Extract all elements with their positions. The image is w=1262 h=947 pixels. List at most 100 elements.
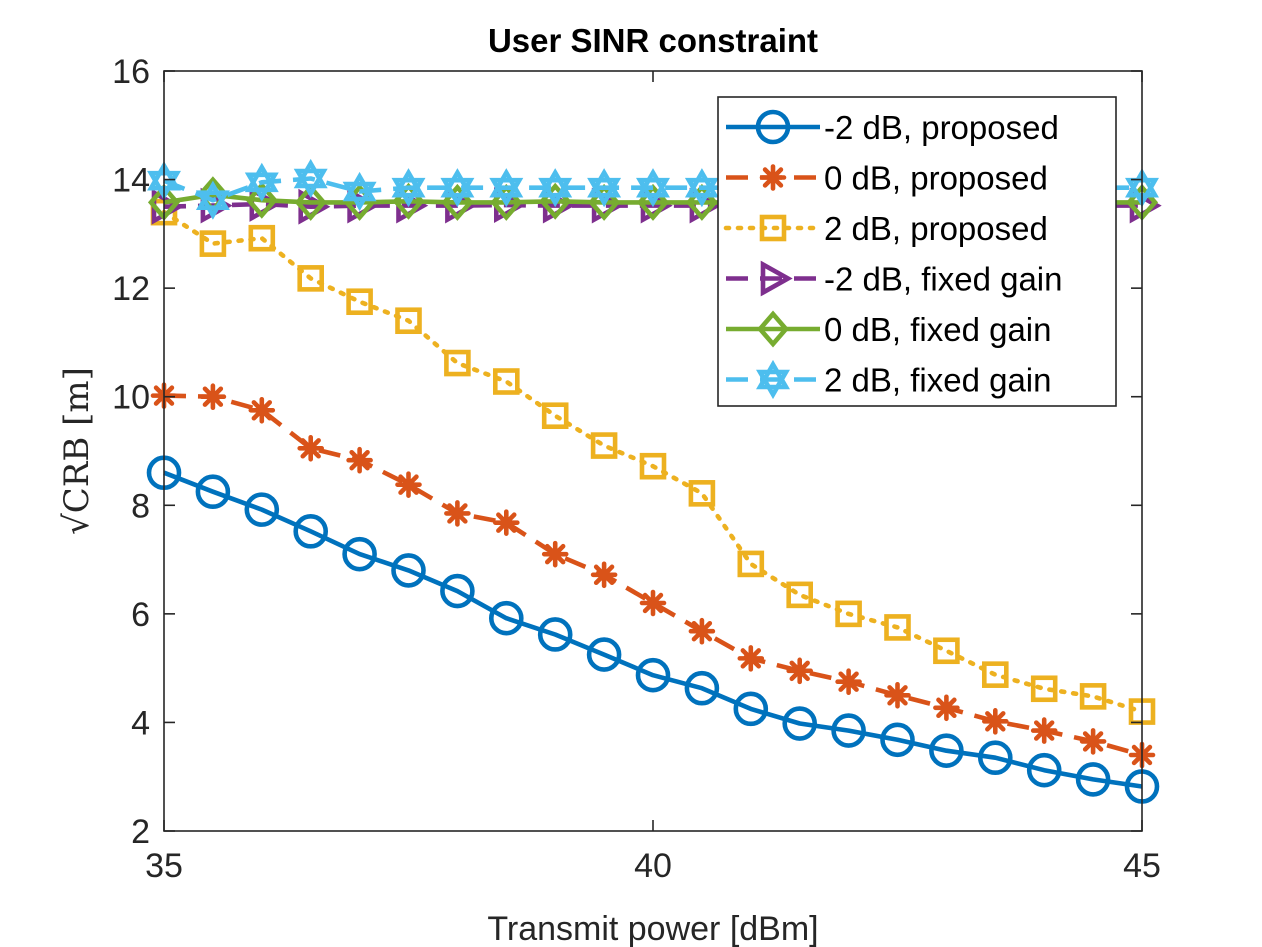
series-6-point-5-up (342, 171, 377, 202)
series-3-point-9 (541, 402, 569, 430)
legend-entry-1-marker (755, 109, 791, 145)
series-3-point-13 (737, 550, 765, 578)
series-1-point-9 (537, 617, 573, 652)
series-1-point-15 (831, 713, 866, 748)
series-2-point-5 (346, 446, 373, 474)
series-2-line (163, 393, 1143, 758)
series-6-point-2 (195, 180, 230, 220)
legend-entry-4-marker (760, 260, 793, 297)
series-1-point-12 (684, 670, 720, 706)
series-2-point-11 (639, 589, 667, 617)
series-2-point-20 (1079, 728, 1107, 755)
legend-entry-3-label: 2 dB, proposed (824, 210, 1048, 247)
series-3-point-14 (786, 581, 814, 609)
series-3-point-16 (884, 614, 911, 641)
series-1-point-11 (635, 657, 671, 693)
ticks-layer: 2 4 6 8 10 12 14 16 35 40 45 (112, 53, 1161, 885)
series-6-point-3-down (244, 172, 279, 202)
series-2-point-13 (737, 645, 765, 672)
y-tick-label-4: 4 (131, 704, 150, 742)
series-6-point-12 (684, 168, 719, 208)
chart-title: User SINR constraint (488, 22, 818, 59)
legend-entry-3: 2 dB, proposed (723, 210, 1048, 247)
series-6-point-3-up (244, 162, 279, 193)
series-3-point-15 (835, 600, 862, 628)
series-6-point-10 (587, 168, 622, 208)
legend-entry-4-label: -2 dB, fixed gain (824, 261, 1062, 298)
legend-entry-6: 2 dB, fixed gain (726, 359, 1052, 400)
series-5-point-4 (294, 183, 327, 221)
series-6-point-11-up (636, 168, 670, 198)
series-3-point-18 (981, 661, 1009, 688)
series-2-point-19 (1030, 717, 1058, 744)
series-3-line (161, 209, 1145, 714)
y-axis-label: √CRB [m] (57, 367, 97, 535)
legend-entry-4: -2 dB, fixed gain (726, 261, 1062, 298)
series-3-point-19 (1030, 675, 1058, 703)
series-6-point-8 (489, 168, 524, 208)
legend-entry-2-marker (759, 164, 787, 191)
legend-entry-5: 0 dB, fixed gain (726, 310, 1052, 348)
series-6-point-10-up (587, 168, 622, 198)
series-6-point-11 (636, 168, 670, 208)
y-tick-label-12: 12 (112, 270, 150, 308)
series-2-point-6 (395, 471, 422, 498)
legend-entry-6-marker-down (756, 369, 790, 400)
y-tick-label-8: 8 (131, 487, 150, 525)
series-2-point-12 (688, 617, 716, 645)
series-3-point-12 (688, 480, 716, 507)
legend: -2 dB, proposed 0 dB, proposed 2 dB, propo… (717, 96, 1117, 407)
legend-box (717, 96, 1117, 407)
series-6-point-8-down (489, 177, 524, 208)
legend-entry-6-marker (756, 359, 790, 400)
series-2-point-8 (493, 509, 520, 536)
series-3-point-10 (590, 432, 618, 459)
series-6-point-5 (342, 171, 377, 212)
series-6-point-9-down (538, 177, 573, 208)
series-3 (150, 198, 1156, 725)
series-6-point-6 (391, 168, 426, 208)
series-6-point-9-up (538, 168, 573, 198)
x-tick-label-35: 35 (145, 847, 183, 885)
y-tick-label-16: 16 (112, 53, 150, 91)
series-1-point-3 (244, 492, 280, 527)
series-2-point-7 (444, 500, 471, 527)
series-6-point-12-down (684, 177, 719, 208)
series-6-point-6-up (391, 168, 426, 198)
y-tick-label-14: 14 (112, 162, 150, 200)
legend-entry-1-label: -2 dB, proposed (824, 109, 1059, 146)
series-3-point-5 (346, 288, 373, 316)
series-2-point-14 (786, 657, 813, 685)
series-6-point-10-down (587, 177, 622, 208)
series-1-point-5 (342, 536, 377, 572)
y-tick-label-2: 2 (131, 813, 150, 851)
series-1-point-6 (391, 553, 426, 588)
x-axis-label: Transmit power [dBm] (487, 910, 818, 947)
legend-entry-1: -2 dB, proposed (726, 109, 1059, 146)
series-1-point-20 (1075, 762, 1111, 797)
series-6-point-7 (440, 168, 475, 208)
series-6-point-12-up (684, 168, 719, 198)
series-6-point-8-up (489, 168, 524, 198)
series-1-point-16 (880, 722, 915, 758)
series-6-point-2-down (195, 190, 230, 220)
series-6-point-4 (293, 158, 328, 199)
series-6-point-11-down (636, 177, 670, 208)
series-6-point-2-up (195, 180, 230, 210)
series-2-point-2 (199, 383, 227, 411)
series-6-point-4-up (293, 158, 328, 189)
series-1-point-14 (782, 706, 818, 741)
series-6-point-5-down (342, 181, 377, 212)
series-1-point-8 (488, 600, 524, 636)
series-1-point-18 (977, 740, 1013, 776)
series-1-point-7 (440, 573, 475, 609)
series-2-point-15 (835, 668, 862, 696)
x-tick-label-45: 45 (1123, 847, 1161, 885)
series-3-point-7 (444, 349, 471, 377)
y-tick-label-10: 10 (112, 379, 150, 417)
series-6-point-4-down (293, 168, 328, 199)
legend-entry-2-label: 0 dB, proposed (824, 160, 1048, 197)
series-1-point-19 (1026, 752, 1062, 788)
legend-entry-3-marker (759, 214, 787, 242)
